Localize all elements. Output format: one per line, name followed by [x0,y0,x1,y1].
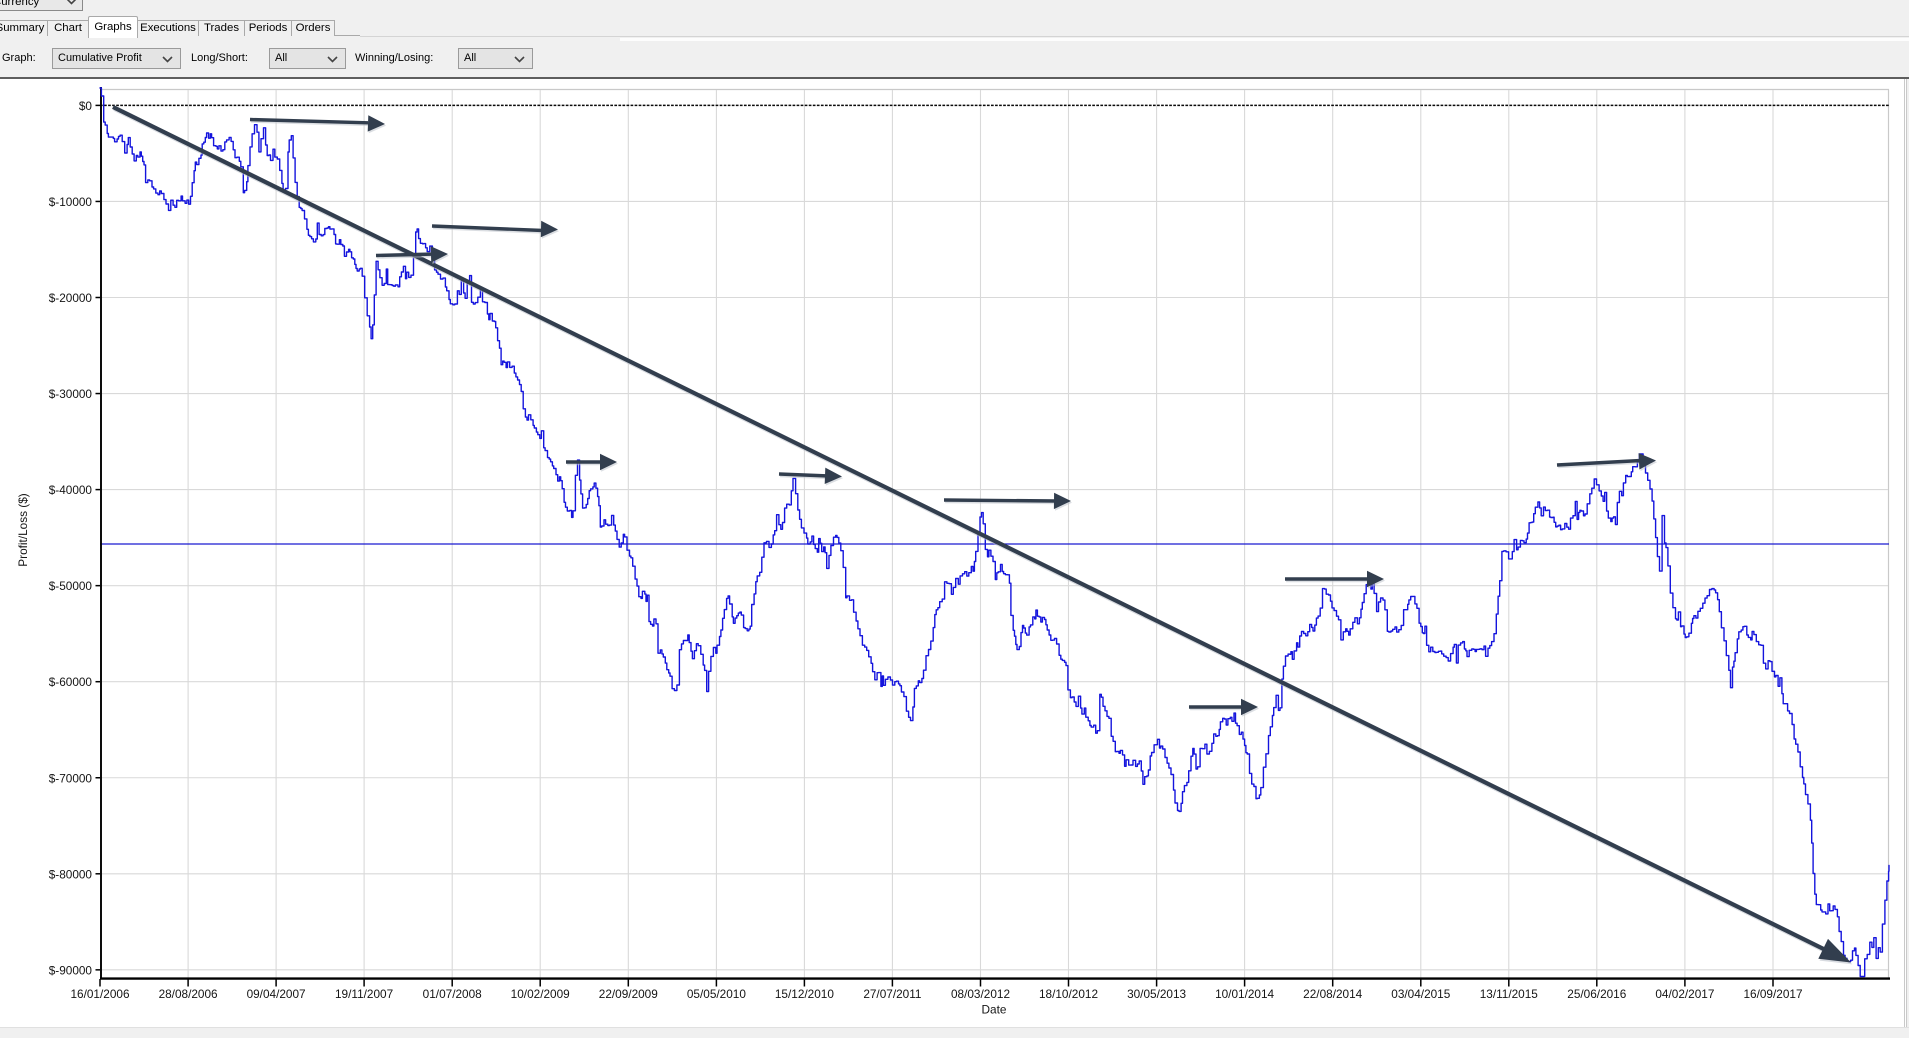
svg-text:10/01/2014: 10/01/2014 [1215,987,1274,1001]
svg-text:$-40000: $-40000 [49,483,93,497]
svg-text:25/06/2016: 25/06/2016 [1567,987,1626,1001]
svg-text:$-30000: $-30000 [49,387,93,401]
svg-text:05/05/2010: 05/05/2010 [687,987,746,1001]
svg-text:18/10/2012: 18/10/2012 [1039,987,1098,1001]
svg-text:19/11/2007: 19/11/2007 [335,987,393,1001]
svg-text:Profit/Loss ($): Profit/Loss ($) [16,493,30,566]
svg-text:16/09/2017: 16/09/2017 [1743,987,1802,1001]
svg-text:09/04/2007: 09/04/2007 [247,987,306,1001]
svg-text:$-60000: $-60000 [49,675,93,689]
svg-text:13/11/2015: 13/11/2015 [1480,987,1539,1001]
svg-text:22/09/2009: 22/09/2009 [599,987,658,1001]
svg-text:22/08/2014: 22/08/2014 [1303,987,1362,1001]
svg-text:16/01/2006: 16/01/2006 [70,987,129,1001]
svg-text:04/02/2017: 04/02/2017 [1655,987,1714,1001]
svg-text:10/02/2009: 10/02/2009 [511,987,570,1001]
svg-text:03/04/2015: 03/04/2015 [1391,987,1450,1001]
svg-text:28/08/2006: 28/08/2006 [159,987,218,1001]
svg-text:$-70000: $-70000 [49,771,93,785]
svg-text:$0: $0 [79,99,93,113]
svg-text:Date: Date [982,1003,1007,1017]
svg-text:$-20000: $-20000 [49,291,93,305]
svg-text:15/12/2010: 15/12/2010 [775,987,834,1001]
svg-text:$-90000: $-90000 [49,963,93,977]
svg-text:$-80000: $-80000 [49,867,93,881]
svg-text:01/07/2008: 01/07/2008 [423,987,482,1001]
svg-text:$-10000: $-10000 [49,195,93,209]
svg-text:30/05/2013: 30/05/2013 [1127,987,1186,1001]
svg-text:$-50000: $-50000 [49,579,93,593]
svg-text:27/07/2011: 27/07/2011 [863,987,921,1001]
svg-text:08/03/2012: 08/03/2012 [951,987,1010,1001]
